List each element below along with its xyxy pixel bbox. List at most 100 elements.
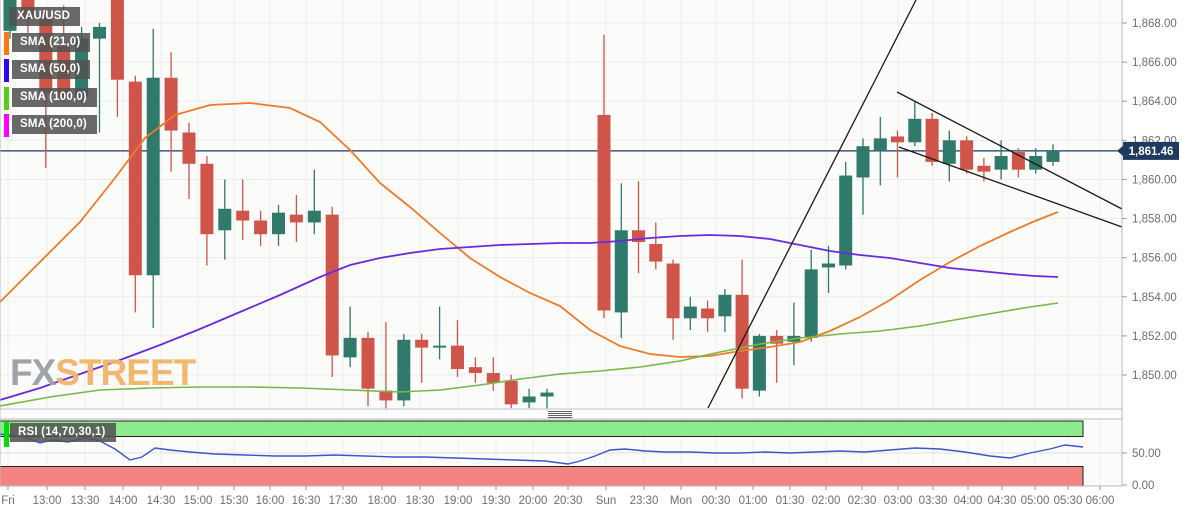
time-axis-label: Mon	[670, 495, 692, 507]
price-axis-label: 1,850.00	[1132, 370, 1177, 382]
time-axis-label: 02:00	[812, 495, 841, 507]
last-price-badge	[1123, 141, 1179, 160]
time-axis-label: 03:00	[884, 495, 913, 507]
candle-down	[891, 136, 904, 143]
candle-down	[39, 19, 53, 94]
time-axis-label: 15:30	[220, 495, 249, 507]
sma200-color-stripe	[4, 114, 9, 137]
candle-down	[361, 337, 375, 389]
price-axis-label: 1,852.00	[1132, 331, 1177, 343]
time-axis-label: 23:30	[630, 495, 659, 507]
rsi-color-stripe	[4, 422, 9, 447]
candle-down	[925, 118, 939, 162]
trendline	[707, 0, 917, 409]
last-price-value: 1,861.46	[1129, 146, 1174, 158]
sma21-color-stripe	[4, 32, 9, 55]
time-axis-label: 02:30	[848, 495, 877, 507]
time-axis-label: 15:00	[184, 495, 213, 507]
candle-up	[522, 396, 536, 403]
price-axis-label: 1,864.00	[1132, 96, 1177, 108]
candle-down	[486, 373, 500, 383]
candle-up	[994, 155, 1008, 170]
candle-down	[415, 339, 429, 348]
candle-up	[718, 294, 732, 317]
candle-up	[873, 138, 887, 151]
time-axis-label: 17:30	[329, 495, 358, 507]
time-axis-label: 16:00	[256, 495, 285, 507]
sma100-line	[0, 302, 1059, 407]
candle-up	[856, 146, 870, 178]
time-axis-label: 13:00	[33, 495, 62, 507]
candle-up	[93, 26, 106, 39]
candle-down	[236, 210, 250, 221]
time-axis-label: 20:30	[554, 495, 583, 507]
trendline	[898, 146, 1123, 228]
price-axis-label: 1,854.00	[1132, 292, 1177, 304]
watermark-fx: FX	[10, 352, 56, 393]
candle-down	[504, 380, 518, 405]
rsi-overbought-band	[0, 420, 1084, 437]
symbol-color-stripe	[4, 6, 9, 29]
candle-down	[182, 132, 196, 164]
time-axis-label: 18:00	[368, 495, 397, 507]
candle-down	[649, 243, 663, 262]
time-axis-label: 13:30	[71, 495, 100, 507]
candle-up	[804, 269, 818, 338]
candle-up	[218, 208, 232, 231]
candle-up	[614, 230, 628, 313]
candle-down	[200, 163, 214, 235]
main-panel-bg	[0, 0, 1122, 409]
time-axis-label: 03:30	[919, 495, 948, 507]
legend-item-label: RSI (14,70,30,1)	[10, 423, 116, 442]
candle-down	[254, 220, 268, 235]
candle-down	[597, 114, 611, 311]
candle-up	[942, 140, 956, 164]
rsi-axis-label: 0.00	[1132, 480, 1154, 492]
time-axis-label: 04:00	[954, 495, 983, 507]
time-axis-label: 01:30	[776, 495, 805, 507]
time-axis-label: Fri	[1, 495, 14, 507]
sma21-line	[0, 102, 1059, 358]
candle-up	[1046, 150, 1060, 162]
sma50-color-stripe	[4, 59, 9, 82]
candle-down	[379, 390, 393, 401]
watermark-street: STREET	[55, 352, 196, 393]
candle-up	[822, 263, 835, 268]
time-axis-label: 16:30	[292, 495, 321, 507]
candle-down	[632, 230, 645, 243]
time-axis-label: 00:30	[702, 495, 731, 507]
candle-down	[128, 81, 142, 276]
candle-up	[908, 118, 922, 143]
candle-down	[977, 165, 991, 172]
price-axis-label: 1,860.00	[1132, 174, 1177, 186]
candle-up	[1029, 155, 1043, 170]
candle-up	[433, 345, 447, 348]
candle-down	[325, 214, 339, 356]
time-axis-label: 01:00	[739, 495, 768, 507]
panel-resize-handle[interactable]	[548, 411, 572, 418]
price-axis-label: 1,866.00	[1132, 57, 1177, 69]
legend-item-label: SMA (200,0)	[12, 115, 97, 134]
time-axis-label: 14:30	[147, 495, 176, 507]
candle-down	[451, 345, 464, 370]
candle-up	[683, 306, 697, 319]
last-price-pointer	[1117, 145, 1123, 156]
price-axis-label: 1,856.00	[1132, 253, 1177, 265]
time-axis-label: 19:00	[444, 495, 473, 507]
candle-down	[164, 77, 178, 131]
trendline	[896, 91, 1123, 210]
time-axis-label: 18:30	[406, 495, 435, 507]
candle-down	[770, 335, 784, 344]
candle-down	[701, 308, 715, 319]
candle-down	[289, 214, 303, 223]
candle-up	[397, 339, 411, 401]
time-axis-label: 19:30	[482, 495, 511, 507]
rsi-axis-label: 50.00	[1132, 448, 1161, 460]
candle-up	[307, 210, 321, 223]
time-axis-label: 05:00	[1021, 495, 1050, 507]
price-axis-label: 1,868.00	[1132, 18, 1177, 30]
time-axis-label: 05:30	[1054, 495, 1083, 507]
time-axis-label: 06:00	[1086, 495, 1115, 507]
